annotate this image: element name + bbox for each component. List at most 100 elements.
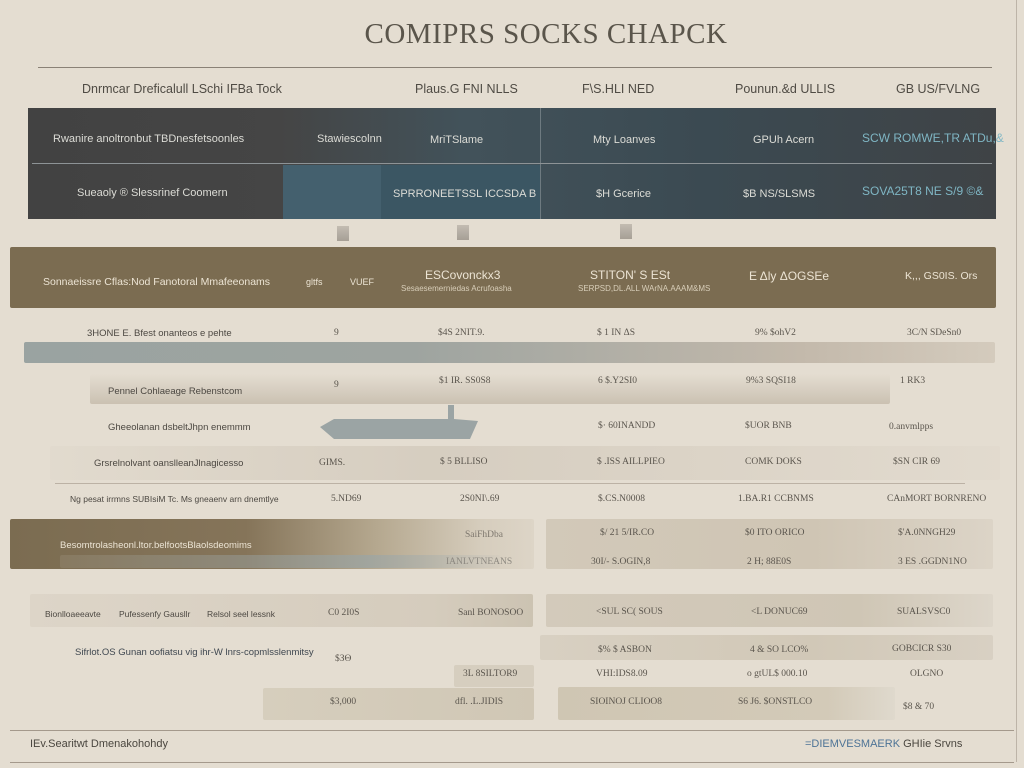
summary-label: Sonnaeissre Cflas:Nod Fanotoral Mmafeeon…	[43, 276, 271, 288]
row-value: 3 ES .GGDN1NO	[898, 557, 967, 567]
dark-row-1-label: Rwanire anoltronbut TBDnesfetsoonles	[53, 133, 245, 145]
row-value: $UOR BNB	[745, 421, 792, 431]
row-band	[263, 688, 534, 720]
row-band	[60, 555, 500, 568]
row-value: dfl. .L.JIDIS	[455, 697, 504, 707]
flag-icon	[457, 225, 469, 240]
row-value: 4 & SO LCO%	[750, 645, 809, 655]
row-value: 0.anvmlpps	[889, 422, 934, 432]
row-value: S6 J6. $ONSTLCO	[738, 697, 813, 707]
row-label: Relsol seel lessnk	[207, 609, 276, 619]
row-value: 9	[334, 380, 339, 390]
row-value: $.CS.N0008	[598, 494, 645, 504]
row-label: Besomtrolasheonl.ltor.belfootsBlaolsdeom…	[60, 540, 252, 551]
row-band	[546, 594, 993, 627]
row-value: <SUL SC( SOUS	[596, 607, 663, 617]
row-value: 30I/- S.OGIN,8	[591, 557, 651, 567]
row-value: $ЗΘ	[335, 654, 352, 664]
row-band	[558, 687, 895, 720]
row-value: $4S 2NIT.9.	[438, 328, 485, 338]
shadow-band	[90, 374, 890, 404]
row-value: $SN CIR 69	[893, 457, 940, 467]
row-value: 9%3 SQSI18	[746, 376, 796, 386]
row-label: Grsrelnolvant oanslleanJlnagicesso	[94, 458, 244, 469]
row-value: OLGNO	[910, 669, 944, 679]
highlight-band	[24, 342, 995, 363]
highlight-cell	[283, 165, 381, 219]
summary-tag: gltfs	[306, 277, 323, 287]
row-divider	[32, 163, 992, 164]
row-value: <L DONUC69	[751, 607, 808, 617]
dark-row-2-label: Sueaoly ® Slessrinef Coomern	[77, 187, 228, 199]
row-value: 3L 8SILTOR9	[463, 669, 518, 679]
summary-col3-sub: Sesaesemerniedas Acrufoasha	[401, 284, 512, 293]
title-divider	[38, 67, 992, 68]
summary-col3: ESCovonckx3	[425, 268, 501, 282]
row-label: Pennel Cohlaeage Rebenstcom	[108, 386, 243, 397]
row-value: 2S0NI\.69	[460, 494, 500, 504]
footer-left-text: IEv.Searitwt Dmenakohohdy	[30, 738, 168, 750]
row-band	[546, 519, 993, 569]
dark-row-2-cell[interactable]: SOVA25T8 NE S/9 ©&	[862, 184, 984, 198]
row-value: COMK DOKS	[745, 457, 802, 467]
row-label: 3HONE E. Bfest onanteos e pehte	[87, 328, 232, 339]
row-value: $ 5 BLLISO	[440, 457, 488, 467]
row-value: SaiFhDba	[465, 530, 503, 540]
summary-col6: K,,, GS0IS. Ors	[905, 270, 978, 282]
flag-icon	[337, 226, 349, 241]
right-border	[1016, 0, 1017, 762]
dark-row-2-cell: SPRRONEETSSL ICCSDA B	[393, 188, 537, 200]
row-value: $8 & 70	[903, 702, 935, 712]
row-divider	[55, 483, 965, 484]
footer-right-text: GHIie Srvns	[903, 738, 963, 750]
row-value: 9% $ohV2	[755, 328, 796, 338]
row-band	[540, 635, 993, 660]
row-value: 1 RK3	[900, 376, 926, 386]
row-value: $ .ISS AILLPIEO	[597, 457, 665, 467]
row-band	[454, 665, 534, 687]
footer-bottom-divider	[10, 762, 1014, 763]
row-value: ο gtUL$ 000.10	[747, 669, 808, 679]
row-value: $· 60INANDD	[598, 421, 656, 431]
summary-col5: Ε Δly ΔOGSEe	[749, 269, 830, 283]
row-value: SUALSVSC0	[897, 607, 951, 617]
summary-col4: STITON' S ESt	[590, 268, 671, 282]
row-value: 6 $.Y2SI0	[598, 376, 638, 386]
row-value: Sanl BONOSOO	[458, 608, 524, 618]
column-header-2: Plaus.G FNI NLLS	[415, 82, 518, 96]
row-value: GIMS.	[319, 458, 346, 468]
column-header-4: Pounun.&d ULLIS	[735, 82, 836, 96]
dark-row-1-cell: GPUh Acern	[753, 134, 815, 146]
row-value: CAnMORT BORNRENO	[887, 494, 987, 504]
row-value: $3,000	[330, 697, 357, 707]
footer-link[interactable]: =DIEMVESMAERK	[805, 738, 901, 750]
column-header-5: GB US/FVLNG	[896, 82, 981, 96]
dark-row-1-cell[interactable]: SCW ROMWE,TR ATDu,&	[862, 131, 1004, 145]
dark-row-2-cell: $H Gcerice	[596, 188, 652, 200]
row-value: 1.BA.R1 CCBNMS	[738, 494, 814, 504]
row-label: Bionlloaeeavte	[45, 609, 101, 619]
row-value: 2 H; 88E0S	[747, 557, 792, 567]
row-value: $'A.0NNGH29	[898, 528, 956, 538]
row-value: $1 IR. SS0S8	[439, 376, 491, 386]
row-value: VHI:IDS8.09	[596, 669, 648, 679]
dark-row-1-cell: Mty Loanves	[593, 134, 656, 146]
row-value: $0 ITO ORICO	[745, 528, 805, 538]
row-band	[30, 594, 533, 627]
column-header-1: Dnrmcar Dreficalull LSchi IFBa Tock	[82, 82, 282, 96]
row-value: C0 2I0S	[328, 608, 360, 618]
row-value: $/ 21 5/IR.CO	[600, 528, 655, 538]
dark-row-2-cell: $B NS/SLSMS	[743, 188, 816, 200]
page-title: COMIPRS SOCKS CHAPCK	[364, 18, 728, 50]
row-label: Ng pesat irrmns SUBIsiM Tc. Ms gneaenv a…	[70, 494, 279, 504]
summary-bar	[10, 247, 996, 308]
footer-right: =DIEMVESMAERK GHIie Srvns	[805, 738, 962, 750]
summary-tag: VUEF	[350, 277, 375, 287]
flag-icon	[620, 224, 632, 239]
column-header-3: F\S.HLI NED	[582, 82, 655, 96]
dark-row-1-cell: Stawiescolnn	[317, 133, 382, 145]
row-value: 5.ND69	[331, 494, 362, 504]
row-value: $% $ ASBON	[598, 645, 652, 655]
row-value: SIOINOJ CLIOO8	[590, 697, 663, 707]
summary-col4-sub: SERPSD,DL.ALL WArNA.AAAM&MS	[578, 284, 711, 293]
